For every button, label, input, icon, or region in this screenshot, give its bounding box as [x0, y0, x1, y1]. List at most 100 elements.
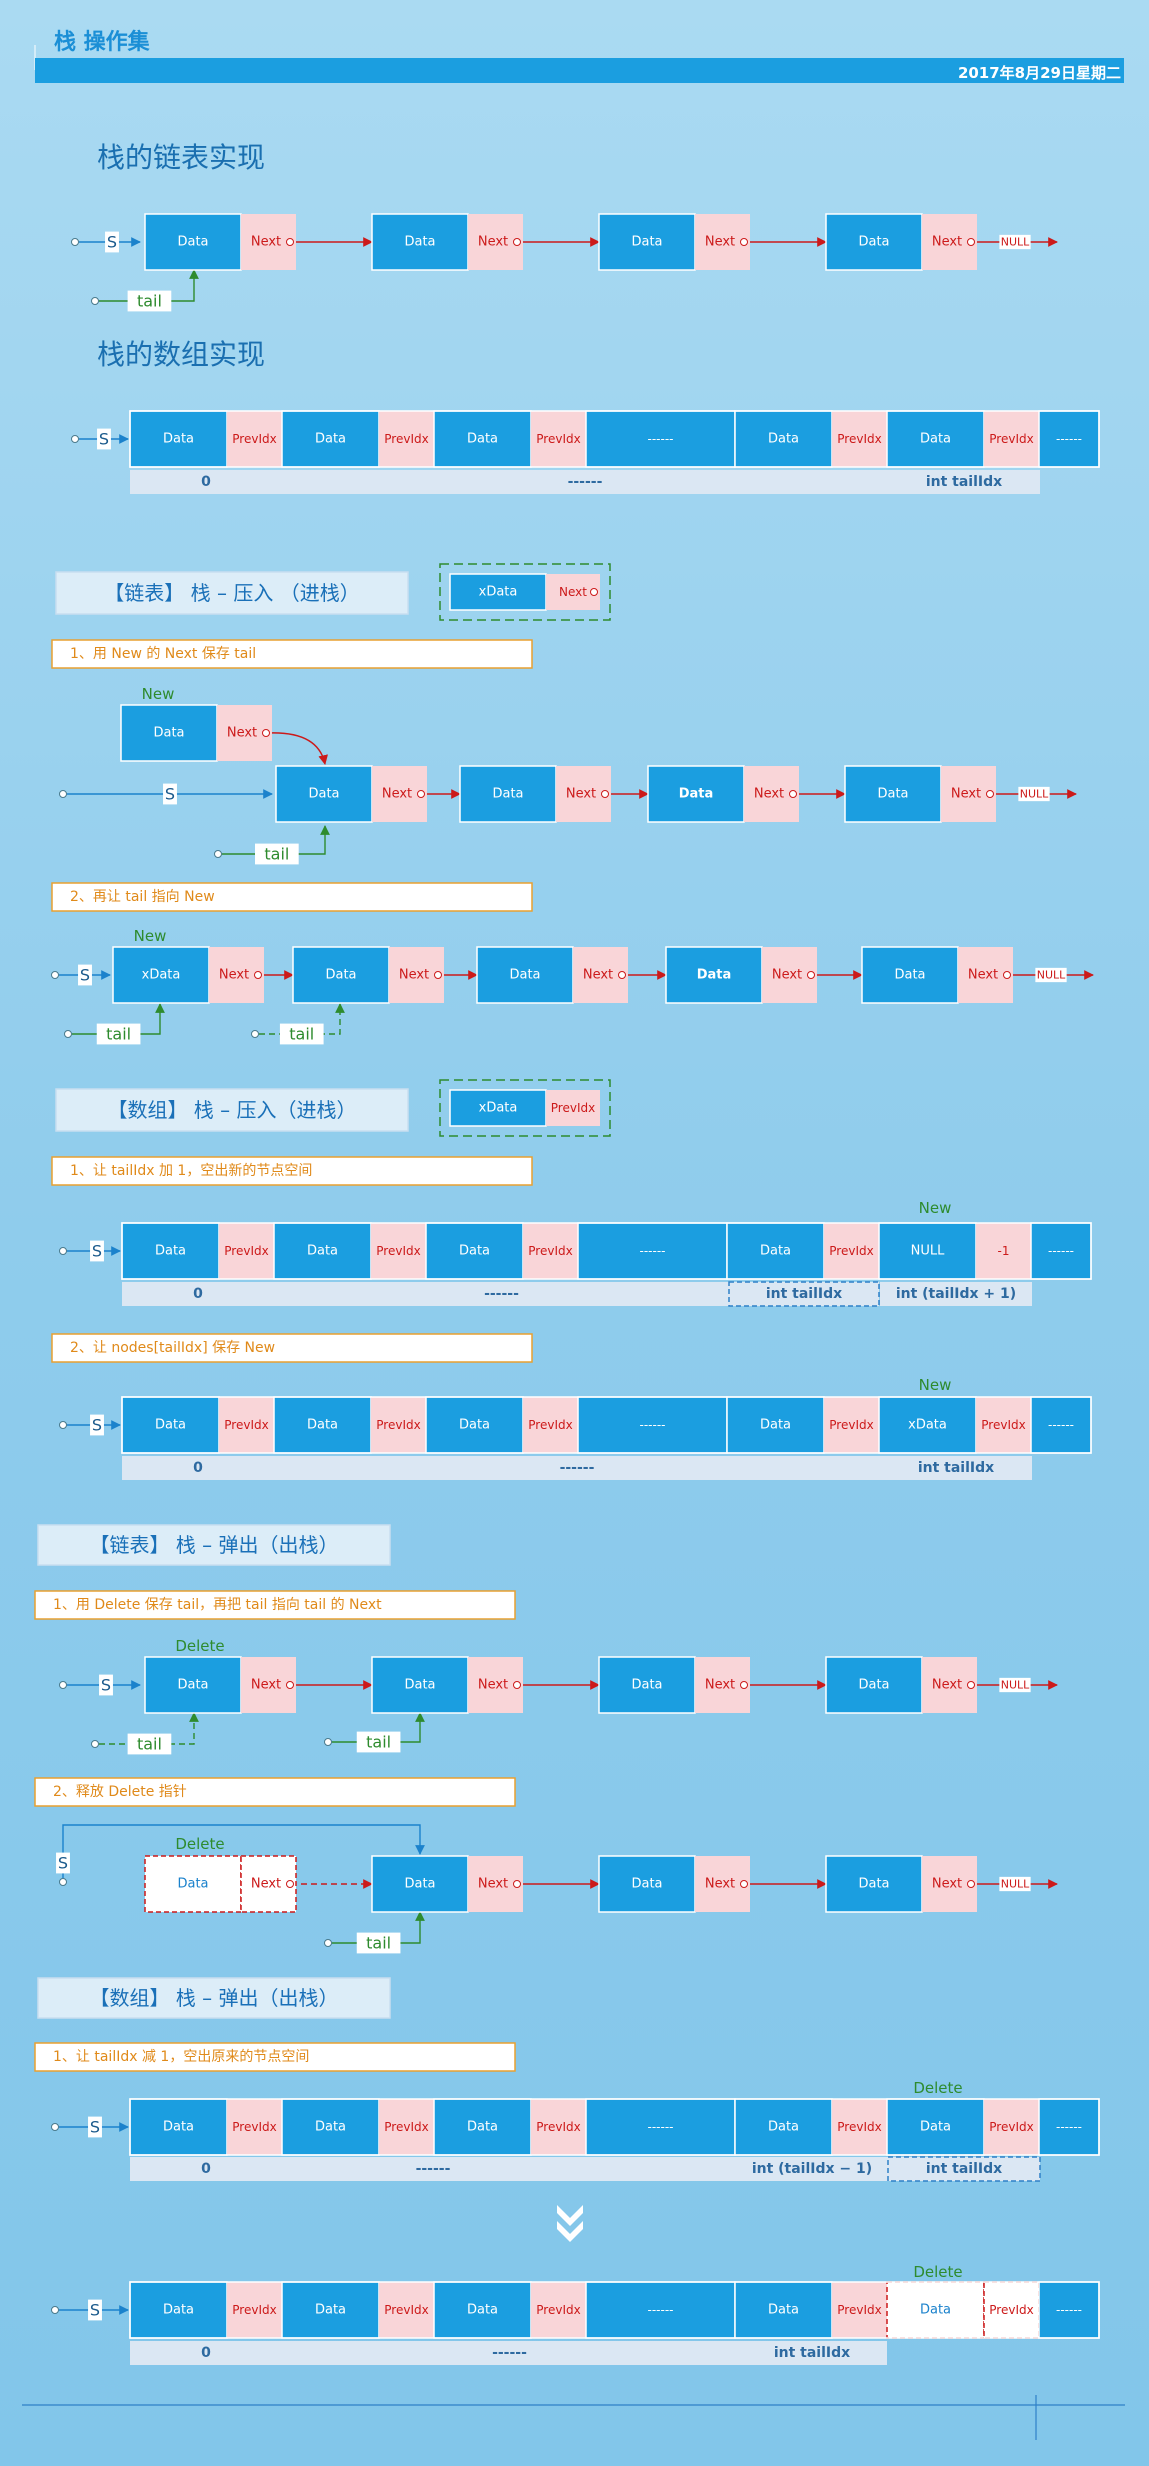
- step-push-linked-1: 1、用 New 的 Next 保存 tail: [70, 646, 256, 662]
- index-label: int tailIdx: [766, 1286, 842, 1302]
- legend-data-cell: [449, 1089, 547, 1127]
- node-data-label: Data: [404, 235, 435, 250]
- array-previdx-label: PrevIdx: [837, 432, 881, 446]
- index-label: int tailIdx: [918, 1460, 994, 1476]
- array-previdx-cell: [219, 1397, 274, 1453]
- s-origin: [51, 2306, 59, 2314]
- array-data-label: xData: [908, 1418, 947, 1433]
- array-data-cell: [129, 2281, 228, 2339]
- step-pop-array-1: 1、让 tailIdx 减 1，空出原来的节点空间: [53, 2049, 309, 2065]
- array-ellipsis-label: ------: [1056, 2303, 1082, 2317]
- array-data-label: Data: [315, 2303, 346, 2318]
- pointer-origin: [967, 238, 975, 246]
- node-next-label: Next: [219, 968, 249, 983]
- array-data-label: Data: [760, 1418, 791, 1433]
- array-previdx-label: PrevIdx: [981, 1418, 1025, 1432]
- node-data-cell: [598, 1656, 696, 1714]
- s-label: S: [92, 1242, 102, 1261]
- index-cell: [282, 2341, 737, 2365]
- s-label-bg: [90, 1414, 104, 1436]
- node-data-cell: [371, 213, 469, 271]
- pointer-origin: [967, 1681, 975, 1689]
- s-label-2: S: [58, 1854, 68, 1873]
- array-ellipsis-cell: [577, 1222, 728, 1280]
- array-previdx-label: PrevIdx: [224, 1244, 268, 1258]
- section-pop-array: 【数组】 栈 – 弹出（出栈）: [89, 1986, 338, 2010]
- pointer-origin: [740, 1681, 748, 1689]
- legend-frame: [439, 563, 611, 621]
- pointer-origin: [740, 1880, 748, 1888]
- array-ellipsis-label: ------: [648, 2120, 674, 2134]
- node-next-label: Next: [566, 787, 596, 802]
- array-data-label: Data: [768, 2120, 799, 2135]
- index-label: ------: [560, 1460, 595, 1476]
- array-data-cell: [433, 410, 532, 468]
- section-pop-array-box: [37, 1977, 391, 2019]
- node-data-label: Data: [697, 968, 732, 983]
- node-data-cell: [476, 946, 574, 1004]
- tail-label-bg: [356, 1932, 401, 1954]
- node-data-cell: [647, 765, 745, 823]
- section-push-linked-box: [55, 571, 409, 615]
- index-label: int tailIdx: [774, 2345, 850, 2361]
- index-cell: [736, 2157, 888, 2181]
- node-data-label: Data: [492, 787, 523, 802]
- index-label: 0: [201, 2161, 211, 2177]
- array-data-label: Data: [163, 432, 194, 447]
- index-cell: [122, 1456, 274, 1480]
- s-label-bg: [163, 783, 177, 805]
- array-previdx-label: PrevIdx: [232, 2120, 276, 2134]
- pointer-origin: [590, 588, 598, 596]
- node-next-label: Next: [932, 235, 962, 250]
- array-data-label: Data: [920, 2120, 951, 2135]
- array-outline: [129, 410, 1100, 468]
- pointer-origin: [286, 1880, 294, 1888]
- header-bar: [35, 58, 1124, 83]
- index-label: ------: [492, 2345, 527, 2361]
- array-data-cell: [281, 2281, 380, 2339]
- array-previdx-label: PrevIdx: [837, 2120, 881, 2134]
- pointer-origin: [262, 729, 270, 737]
- array-data-cell: [281, 410, 380, 468]
- node-data-label: Data: [877, 787, 908, 802]
- tail-label: tail: [106, 1025, 131, 1044]
- array-outline: [129, 2281, 1100, 2339]
- node-next-label: Next: [227, 726, 257, 741]
- index-label: ------: [568, 474, 603, 490]
- s-pointer-over: [62, 1824, 425, 1878]
- array-data-cell: [726, 1222, 825, 1280]
- array-previdx-cell: [824, 1223, 879, 1279]
- array-data-label: Data: [155, 1418, 186, 1433]
- step-push-array-1: 1、让 tailIdx 加 1，空出新的节点空间: [70, 1163, 312, 1179]
- array-data-cell: [734, 2281, 833, 2339]
- array-data-label: Data: [459, 1418, 490, 1433]
- node-next-label: Next: [399, 968, 429, 983]
- pointer-origin: [513, 238, 521, 246]
- tail-label: tail: [264, 845, 289, 864]
- step-pop-linked-1: 1、用 Delete 保存 tail，再把 tail 指向 tail 的 Nex…: [53, 1597, 382, 1613]
- array-data-label: Data: [459, 1244, 490, 1259]
- node-data-label: Data: [404, 1678, 435, 1693]
- node-data-label: Data: [404, 1877, 435, 1892]
- s-label: S: [165, 785, 175, 804]
- step-pop-linked-2-box: [34, 1777, 516, 1807]
- node-next-label: Next: [382, 787, 412, 802]
- node-data-label: Data: [679, 787, 714, 802]
- pointer-origin: [807, 971, 815, 979]
- node-data-label: Data: [177, 1678, 208, 1693]
- node-next-label: Next: [478, 235, 508, 250]
- index-cell: [282, 470, 888, 494]
- node-next-label: Next: [251, 235, 281, 250]
- array-previdx-cell: [832, 411, 887, 467]
- s-label: S: [90, 2118, 100, 2137]
- array-data-cell: [129, 2098, 228, 2156]
- new-label: New: [142, 685, 175, 703]
- array-previdx-cell: [976, 1397, 1031, 1453]
- index-cell: [737, 2341, 887, 2365]
- index-cell: [728, 1281, 880, 1307]
- step-push-array-2-box: [51, 1333, 533, 1363]
- node-data-cell: [144, 1855, 242, 1913]
- node-next-label: Next: [968, 968, 998, 983]
- array-previdx-cell: [227, 411, 282, 467]
- array-previdx-cell: [379, 2282, 434, 2338]
